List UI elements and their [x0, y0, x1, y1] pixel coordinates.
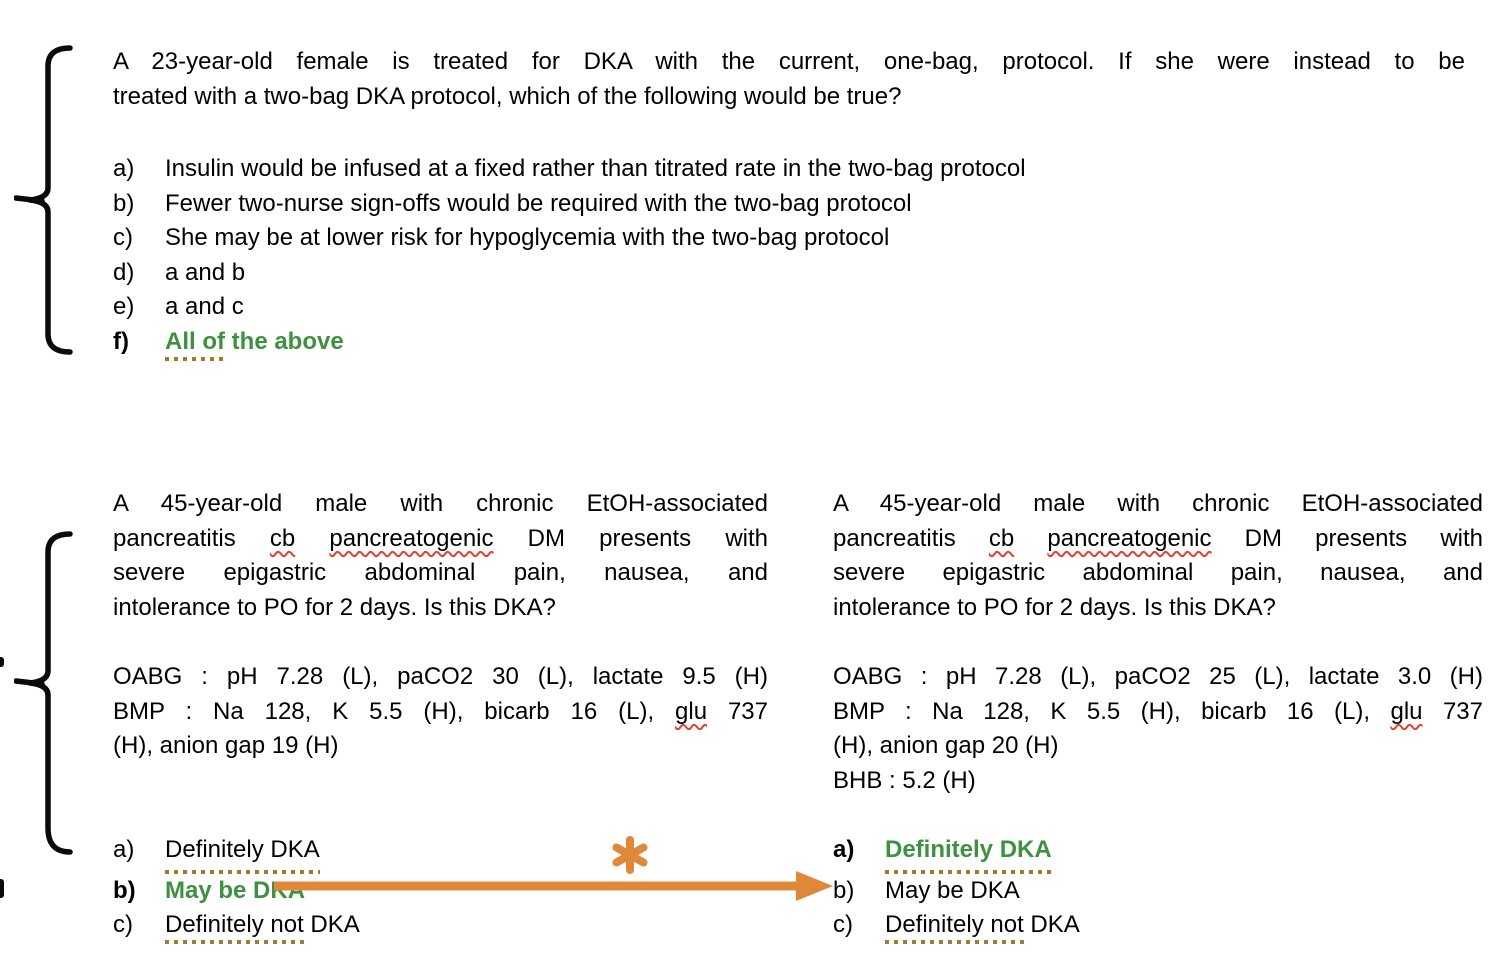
asterisk-icon	[612, 836, 648, 874]
stem-line1: A 45-year-old male with chronic EtOH-ass…	[113, 490, 768, 517]
question1-options: a) Insulin would be infused at a fixed r…	[113, 152, 1465, 361]
bmp-line: BMP : Na 128, K 5.5 (H), bicarb 16 (L), …	[113, 695, 768, 730]
option-letter: a)	[113, 836, 135, 863]
option-text-dotted: Definitely DKA	[165, 833, 320, 874]
left-brace-question2	[14, 531, 73, 855]
bmp-text: BMP : Na 128, K 5.5 (H), bicarb 16 (L),	[113, 697, 676, 725]
bmp-line: BMP : Na 128, K 5.5 (H), bicarb 16 (L), …	[833, 695, 1483, 730]
question2-left-stem: A 45-year-old male with chronic EtOH-ass…	[113, 487, 768, 625]
option-letter: d)	[113, 258, 135, 286]
stem-line3: severe epigastric abdominal pain, nausea…	[113, 559, 768, 586]
bmp-wrap-line: (H), anion gap 19 (H)	[113, 732, 339, 759]
bmp-wrap-line: (H), anion gap 20 (H)	[833, 732, 1059, 759]
arrow-right-icon	[274, 871, 833, 901]
stem-line4: intolerance to PO for 2 days. Is this DK…	[833, 593, 1276, 621]
option-letter: e)	[113, 293, 135, 320]
option-text: Definitely not DKA	[885, 908, 1080, 944]
option-letter: c)	[833, 911, 853, 938]
stem-line4: intolerance to PO for 2 days. Is this DK…	[113, 593, 556, 621]
stem-text: pancreatitis	[113, 524, 270, 552]
right-option-a-correct-answer: a) Definitely DKA	[833, 833, 1483, 874]
option-text-rest: DKA	[1023, 911, 1080, 938]
question2-right-labs: OABG : pH 7.28 (L), paCO2 25 (L), lactat…	[833, 660, 1483, 798]
option-letter: b)	[113, 189, 135, 217]
stem-line1: A 45-year-old male with chronic EtOH-ass…	[833, 490, 1483, 517]
question1-option-c: c) She may be at lower risk for hypoglyc…	[113, 221, 1465, 256]
option-text: She may be at lower risk for hypoglycemi…	[165, 224, 890, 251]
question1-stem-line2: treated with a two-bag DKA protocol, whi…	[113, 82, 902, 110]
bmp-text: 737	[707, 697, 769, 725]
question2-left-options: a) Definitely DKA b) May be DKA c) Defin…	[113, 833, 768, 944]
stem-line2: pancreatitis cb pancreatogenic DM presen…	[113, 522, 768, 557]
bhb-line: BHB : 5.2 (H)	[833, 766, 976, 794]
left-option-c: c) Definitely not DKA	[113, 908, 768, 944]
question2-right-options: a) Definitely DKA b) May be DKA c) Defin…	[833, 833, 1483, 944]
misspelled-word-cb: cb	[269, 524, 296, 552]
stem-text: DM presents with	[1211, 524, 1483, 552]
question2-left-labs: OABG : pH 7.28 (L), paCO2 30 (L), lactat…	[113, 660, 768, 764]
answer-text-dotted: Definitely DKA	[885, 833, 1052, 874]
question1-option-e: e) a and c	[113, 290, 1465, 325]
stem-text: DM presents with	[493, 524, 768, 552]
stem-line2: pancreatitis cb pancreatogenic DM presen…	[833, 522, 1483, 557]
option-letter: a)	[113, 155, 135, 182]
cropped-brace-mark-bottom	[0, 879, 4, 898]
option-letter: b)	[833, 876, 855, 904]
option-letter: c)	[113, 911, 133, 938]
misspelled-word-pancreatogenic: pancreatogenic	[1047, 524, 1212, 552]
left-brace-question1	[14, 45, 73, 355]
misspelled-word-glu: glu	[675, 697, 708, 725]
left-option-a: a) Definitely DKA	[113, 833, 768, 874]
question1-option-f-correct-answer: f) All of the above	[113, 325, 1465, 361]
stem-line3: severe epigastric abdominal pain, nausea…	[833, 559, 1483, 586]
answer-text-dotted: All of	[165, 327, 225, 361]
option-text: May be DKA	[885, 876, 1020, 904]
misspelled-word-glu: glu	[1390, 697, 1423, 725]
option-text: Definitely not DKA	[165, 908, 360, 944]
question1-option-a: a) Insulin would be infused at a fixed r…	[113, 152, 1465, 187]
option-letter: f)	[113, 327, 129, 355]
option-letter: b)	[113, 876, 136, 904]
right-option-b: b) May be DKA	[833, 874, 1483, 909]
oabg-line: OABG : pH 7.28 (L), paCO2 30 (L), lactat…	[113, 663, 768, 690]
question1-stem-line1: A 23-year-old female is treated for DKA …	[113, 48, 1465, 75]
option-text: All of the above	[165, 325, 344, 361]
option-text: a and b	[165, 258, 246, 286]
answer-text: the above	[225, 327, 344, 355]
misspelled-word-pancreatogenic: pancreatogenic	[329, 524, 494, 552]
question1-option-d: d) a and b	[113, 256, 1465, 291]
option-text-dotted: Definitely not	[885, 911, 1024, 944]
stem-text	[1014, 525, 1047, 552]
stem-text	[295, 525, 329, 552]
question2-right-stem: A 45-year-old male with chronic EtOH-ass…	[833, 487, 1483, 625]
option-text: a and c	[165, 293, 244, 320]
option-text: Insulin would be infused at a fixed rath…	[165, 155, 1026, 182]
option-letter: a)	[833, 836, 855, 863]
option-letter: c)	[113, 224, 133, 251]
question1-option-b: b) Fewer two-nurse sign-offs would be re…	[113, 187, 1465, 222]
option-text: Fewer two-nurse sign-offs would be requi…	[165, 189, 912, 217]
bmp-text: 737	[1422, 697, 1484, 725]
right-option-c: c) Definitely not DKA	[833, 908, 1483, 944]
oabg-line: OABG : pH 7.28 (L), paCO2 25 (L), lactat…	[833, 663, 1483, 690]
question1-stem: A 23-year-old female is treated for DKA …	[113, 45, 1465, 114]
option-text-rest: DKA	[303, 911, 360, 938]
cropped-brace-mark-top	[0, 657, 4, 667]
stem-text: pancreatitis	[833, 524, 989, 552]
bmp-text: BMP : Na 128, K 5.5 (H), bicarb 16 (L),	[833, 697, 1391, 725]
misspelled-word-cb: cb	[988, 524, 1015, 552]
option-text-dotted: Definitely not	[165, 911, 304, 944]
